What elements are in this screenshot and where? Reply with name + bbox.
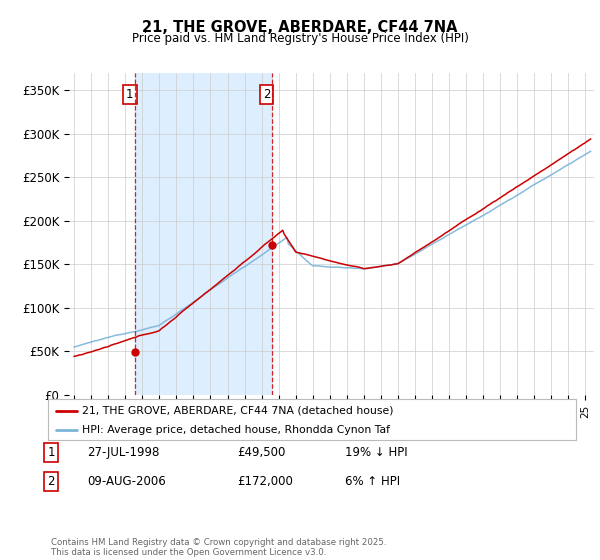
Text: 1: 1 — [47, 446, 55, 459]
Text: 1: 1 — [126, 88, 134, 101]
Bar — [135, 73, 272, 395]
Text: Price paid vs. HM Land Registry's House Price Index (HPI): Price paid vs. HM Land Registry's House … — [131, 32, 469, 45]
Text: 19% ↓ HPI: 19% ↓ HPI — [345, 446, 407, 459]
Text: 27-JUL-1998: 27-JUL-1998 — [87, 446, 160, 459]
Text: 09-AUG-2006: 09-AUG-2006 — [87, 475, 166, 488]
Text: £172,000: £172,000 — [237, 475, 293, 488]
Text: Contains HM Land Registry data © Crown copyright and database right 2025.
This d: Contains HM Land Registry data © Crown c… — [51, 538, 386, 557]
Text: 21, THE GROVE, ABERDARE, CF44 7NA (detached house): 21, THE GROVE, ABERDARE, CF44 7NA (detac… — [82, 405, 394, 416]
Text: HPI: Average price, detached house, Rhondda Cynon Taf: HPI: Average price, detached house, Rhon… — [82, 424, 391, 435]
Text: 6% ↑ HPI: 6% ↑ HPI — [345, 475, 400, 488]
Text: 21, THE GROVE, ABERDARE, CF44 7NA: 21, THE GROVE, ABERDARE, CF44 7NA — [142, 20, 458, 35]
Text: 2: 2 — [263, 88, 271, 101]
Text: 2: 2 — [47, 475, 55, 488]
Text: £49,500: £49,500 — [237, 446, 286, 459]
